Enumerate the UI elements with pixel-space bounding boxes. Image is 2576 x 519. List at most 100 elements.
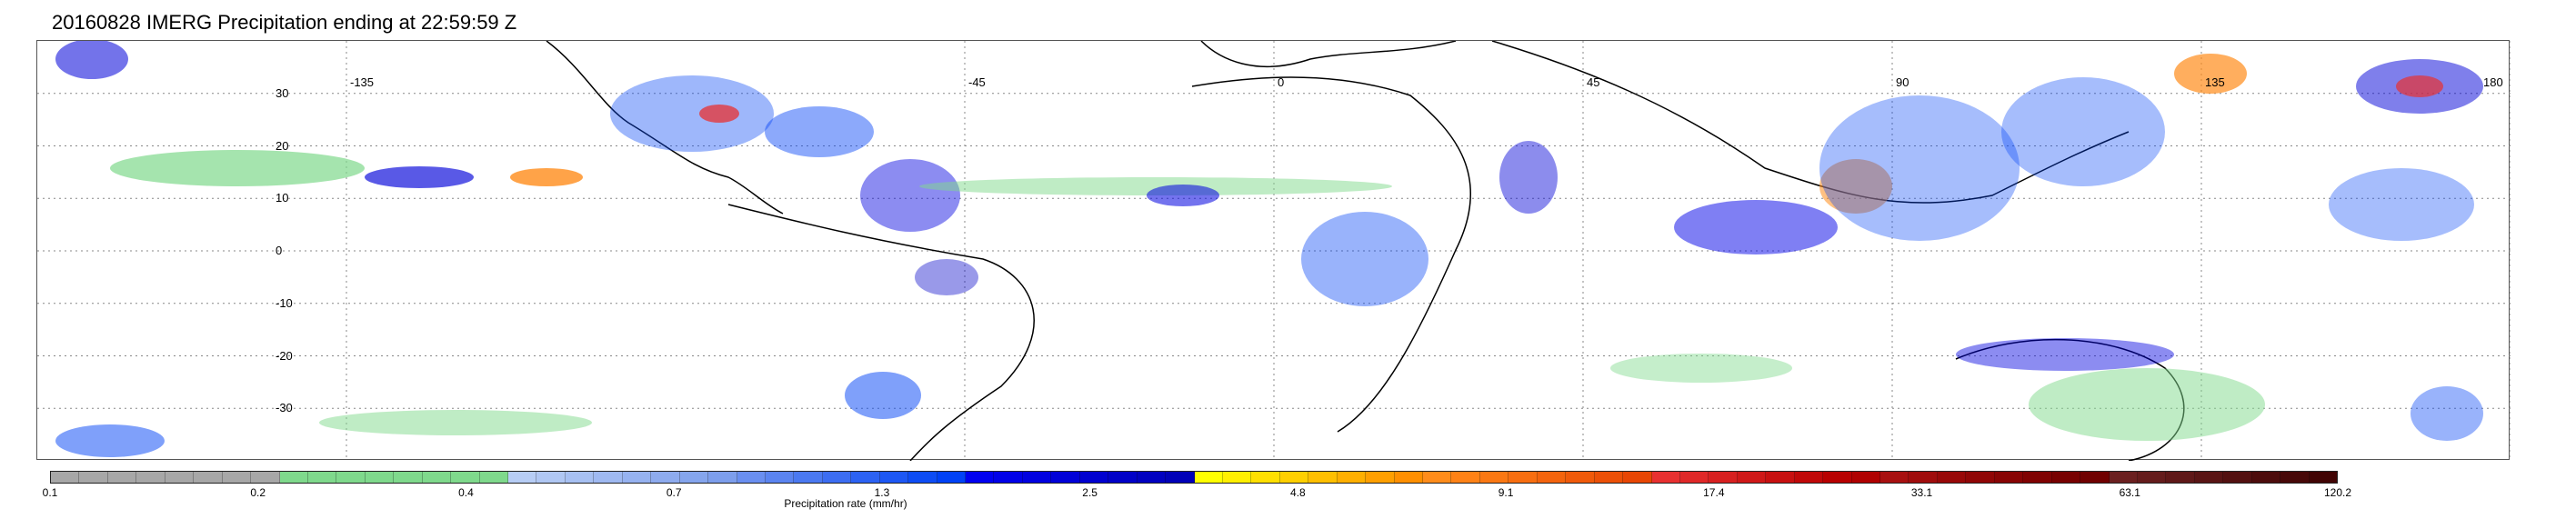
colorbar-segment — [1251, 472, 1280, 483]
europe-outline — [1200, 41, 1457, 67]
longitude-label: 135 — [2205, 75, 2225, 89]
colorbar-segment — [708, 472, 737, 483]
latitude-label: -10 — [276, 295, 293, 310]
colorbar-segment — [194, 472, 223, 483]
precip-cell — [1499, 141, 1558, 214]
north-america-outline — [546, 41, 784, 215]
colorbar-segment — [737, 472, 766, 483]
longitude-label: -45 — [968, 75, 986, 89]
colorbar-segment — [1651, 472, 1680, 483]
colorbar-segment — [651, 472, 680, 483]
precip-cell — [1610, 354, 1792, 383]
precip-cell — [1674, 200, 1838, 255]
colorbar-segment — [1137, 472, 1167, 483]
colorbar-segment — [2109, 472, 2138, 483]
map-title: 20160828 IMERG Precipitation ending at 2… — [52, 11, 517, 34]
precip-cell — [55, 41, 128, 79]
latitude-label: 0 — [276, 244, 283, 257]
colorbar-segment — [107, 472, 137, 483]
colorbar-segment — [1166, 472, 1195, 483]
precipitation-map: -135 -45 0 45 90 135 180 30 20 10 0 -10 -20 -30 — [36, 40, 2511, 461]
colorbar-segment — [622, 472, 652, 483]
colorbar-tick-label: 0.2 — [250, 486, 266, 499]
precip-cell — [110, 150, 365, 186]
colorbar-segment — [1994, 472, 2024, 483]
precip-cell — [919, 177, 1392, 195]
longitude-label: -135 — [350, 75, 375, 89]
latitude-label: -30 — [276, 401, 293, 415]
longitude-label: 180 — [2483, 75, 2503, 89]
colorbar-segment — [594, 472, 623, 483]
colorbar-segment — [2309, 472, 2337, 483]
latitude-label: 30 — [276, 85, 289, 100]
colorbar-segment — [1051, 472, 1080, 483]
precip-cell — [765, 106, 874, 157]
colorbar-segment — [679, 472, 709, 483]
colorbar-tick-label: 17.4 — [1703, 486, 1725, 499]
africa-outline — [1191, 76, 1472, 433]
colorbar-tick-label: 120.2 — [2323, 486, 2352, 499]
colorbar-segment — [508, 472, 537, 483]
colorbar-segment — [394, 472, 423, 483]
colorbar-tick-label: 0.1 — [42, 486, 58, 499]
colorbar-segment — [1909, 472, 1938, 483]
precip-cell — [2396, 75, 2443, 97]
colorbar-segment — [2194, 472, 2224, 483]
precip-cell — [1301, 212, 1428, 306]
colorbar-segment — [2051, 472, 2081, 483]
colorbar-segment — [1737, 472, 1767, 483]
colorbar-segment — [365, 472, 395, 483]
colorbar-segment — [937, 472, 966, 483]
colorbar-segment — [1794, 472, 1824, 483]
colorbar-segment — [1709, 472, 1738, 483]
precip-cell — [1956, 338, 2174, 371]
colorbar-axis-label: Precipitation rate (mm/hr) — [784, 497, 907, 510]
precip-cell — [845, 372, 921, 419]
colorbar-segment — [879, 472, 909, 483]
colorbar-segment — [2223, 472, 2252, 483]
colorbar-segment — [2166, 472, 2195, 483]
precip-cell — [1819, 95, 2020, 241]
colorbar-segment — [1194, 472, 1223, 483]
precip-cell — [55, 424, 165, 457]
colorbar-segment — [1594, 472, 1624, 483]
latitude-label: -20 — [276, 348, 293, 363]
colorbar-segment — [1966, 472, 1995, 483]
colorbar-segment — [1509, 472, 1538, 483]
precip-cell — [2411, 386, 2483, 441]
colorbar-segment — [1222, 472, 1252, 483]
colorbar-segment — [79, 472, 108, 483]
colorbar-segment — [251, 472, 280, 483]
colorbar-segment — [336, 472, 366, 483]
colorbar-segment — [908, 472, 937, 483]
colorbar-segment — [1022, 472, 1052, 483]
precip-cell — [510, 168, 583, 186]
colorbar-segment — [222, 472, 252, 483]
longitude-label: 90 — [1896, 75, 1909, 89]
colorbar-segment — [966, 472, 995, 483]
colorbar-segment — [536, 472, 566, 483]
colorbar-segment — [136, 472, 165, 483]
precipitation-blobs — [55, 41, 2483, 457]
colorbar-segment — [422, 472, 452, 483]
colorbar-segment — [1308, 472, 1338, 483]
colorbar-segment — [51, 472, 80, 483]
precip-cell — [2029, 368, 2265, 441]
colorbar-segment — [1423, 472, 1452, 483]
colorbar-segment — [765, 472, 795, 483]
colorbar-segment — [1279, 472, 1309, 483]
colorbar-segment — [1937, 472, 1967, 483]
colorbar-segment — [2251, 472, 2281, 483]
colorbar-segment — [1451, 472, 1480, 483]
colorbar-segment — [1880, 472, 1909, 483]
precip-cell — [699, 105, 739, 123]
latitude-label: 20 — [276, 138, 289, 153]
colorbar-segment — [1366, 472, 1395, 483]
colorbar-segment — [1823, 472, 1852, 483]
colorbar-tick-label: 63.1 — [2119, 486, 2140, 499]
colorbar-tick-label: 0.7 — [666, 486, 682, 499]
colorbar-segment — [479, 472, 508, 483]
colorbar-segment — [851, 472, 880, 483]
colorbar-tick-label: 0.4 — [458, 486, 474, 499]
colorbar-segment — [2080, 472, 2110, 483]
